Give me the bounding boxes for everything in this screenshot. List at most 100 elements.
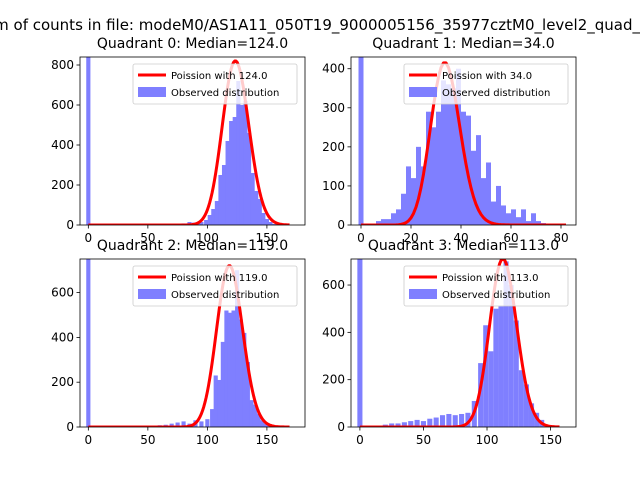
x-tick-label: 150 — [255, 433, 278, 447]
legend-label-observed: Observed distribution — [171, 290, 279, 301]
y-tick-label: 400 — [51, 330, 74, 344]
legend: Poission with 124.0 Observed distribution — [132, 63, 298, 105]
hist-bar — [426, 111, 431, 225]
hist-bar — [221, 165, 227, 225]
hist-bar — [386, 219, 391, 225]
hist-bar — [205, 419, 210, 427]
hist-bar — [481, 178, 486, 225]
hist-bar — [496, 185, 501, 225]
hist-bar — [411, 178, 416, 225]
hist-bar — [431, 127, 436, 225]
subplot-2: 0 50 100 150 0 200 400 600 Quadrant 2: Median=11… — [51, 238, 306, 447]
hist-bar — [245, 362, 250, 427]
hist-bar — [391, 213, 396, 225]
legend-label-poisson: Poission with 113.0 — [442, 273, 538, 284]
subplot-1: 0 20 40 60 80 0 100 200 300 400 Quadrant 1: Median… — [322, 36, 577, 245]
hist-bar — [536, 221, 541, 225]
hist-bar — [406, 166, 411, 225]
hist-bar — [461, 111, 466, 225]
y-tick-label: 0 — [66, 218, 74, 232]
x-tick-label: 80 — [553, 231, 568, 245]
y-tick-label: 200 — [51, 178, 74, 192]
x-tick-label: 0 — [356, 433, 364, 447]
hist-bar — [401, 422, 407, 427]
hist-bar — [420, 421, 426, 427]
hist-bar — [357, 259, 363, 427]
hist-bar — [416, 146, 421, 225]
hist-bar — [217, 379, 222, 427]
hist-bar — [358, 57, 364, 225]
hist-bar — [175, 422, 180, 427]
axes-frame — [79, 56, 306, 226]
hist-bar — [446, 413, 452, 427]
hist-bar — [211, 209, 216, 225]
hist-bar — [381, 219, 386, 225]
hist-bar — [452, 415, 458, 427]
hist-bar — [436, 111, 441, 225]
y-tick-label: 400 — [322, 62, 345, 76]
legend-box — [403, 63, 569, 105]
hist-bar — [421, 166, 426, 225]
legend: Poission with 113.0 Observed distribution — [403, 265, 569, 307]
legend-bar-swatch — [409, 289, 437, 299]
x-tick-label: 150 — [539, 433, 562, 447]
x-tick-label: 60 — [503, 231, 518, 245]
hist-bar — [204, 220, 209, 225]
hist-bar — [456, 68, 461, 225]
hist-bar — [227, 312, 233, 427]
y-tick-label: 0 — [337, 420, 345, 434]
hist-bar — [210, 409, 215, 427]
legend-box — [403, 265, 569, 307]
hist-bar — [263, 423, 268, 427]
subplot-3: 0 50 100 150 0 200 400 600 Quadrant 3: Median=11… — [322, 238, 577, 447]
y-tick-label: 0 — [337, 218, 345, 232]
hist-bar — [220, 341, 225, 427]
hist-bar — [441, 80, 446, 225]
legend-label-observed: Observed distribution — [442, 290, 550, 301]
hist-bar — [232, 117, 237, 225]
hist-bar — [471, 150, 476, 225]
poisson-line — [88, 264, 290, 427]
hist-bar — [506, 213, 511, 225]
y-tick-label: 200 — [322, 140, 345, 154]
subplot-title: Quadrant 3: Median=113.0 — [368, 238, 559, 254]
y-tick-label: 800 — [51, 58, 74, 72]
legend: Poission with 119.0 Observed distribution — [132, 265, 298, 307]
plot-area-2 — [86, 259, 290, 427]
hist-bar — [531, 213, 536, 225]
hist-bar — [389, 423, 395, 427]
hist-bar — [86, 57, 91, 225]
hist-bar — [427, 418, 433, 427]
hist-bar — [238, 319, 243, 427]
legend-box — [132, 265, 298, 307]
hist-bar — [523, 384, 529, 427]
subplot-title: Quadrant 1: Median=34.0 — [372, 36, 554, 52]
hist-bar — [199, 222, 204, 225]
hist-bar — [239, 105, 244, 225]
hist-bar — [268, 222, 273, 225]
x-tick-label: 0 — [85, 433, 93, 447]
x-tick-label: 100 — [196, 231, 219, 245]
hist-bar — [243, 101, 248, 225]
legend-bar-swatch — [138, 289, 166, 299]
plot-area-3 — [357, 259, 560, 427]
hist-bar — [508, 285, 514, 427]
y-tick-label: 100 — [322, 179, 345, 193]
hist-bar — [513, 320, 519, 427]
hist-bar — [229, 121, 234, 225]
y-tick-label: 600 — [51, 286, 74, 300]
legend: Poission with 34.0 Observed distribution — [403, 63, 569, 105]
hist-bar — [249, 400, 254, 427]
y-tick-label: 0 — [66, 420, 74, 434]
x-tick-label: 40 — [453, 231, 468, 245]
legend-label-poisson: Poission with 124.0 — [171, 71, 267, 82]
y-tick-label: 300 — [322, 101, 345, 115]
y-tick-label: 400 — [322, 325, 345, 339]
legend-box — [132, 63, 298, 105]
hist-bar — [518, 370, 524, 427]
hist-bar — [181, 421, 186, 427]
x-tick-label: 100 — [196, 433, 219, 447]
x-tick-label: 100 — [476, 433, 499, 447]
subplot-0: 0 50 100 150 0 200 400 600 800 Quadrant 0: Median… — [51, 36, 306, 245]
